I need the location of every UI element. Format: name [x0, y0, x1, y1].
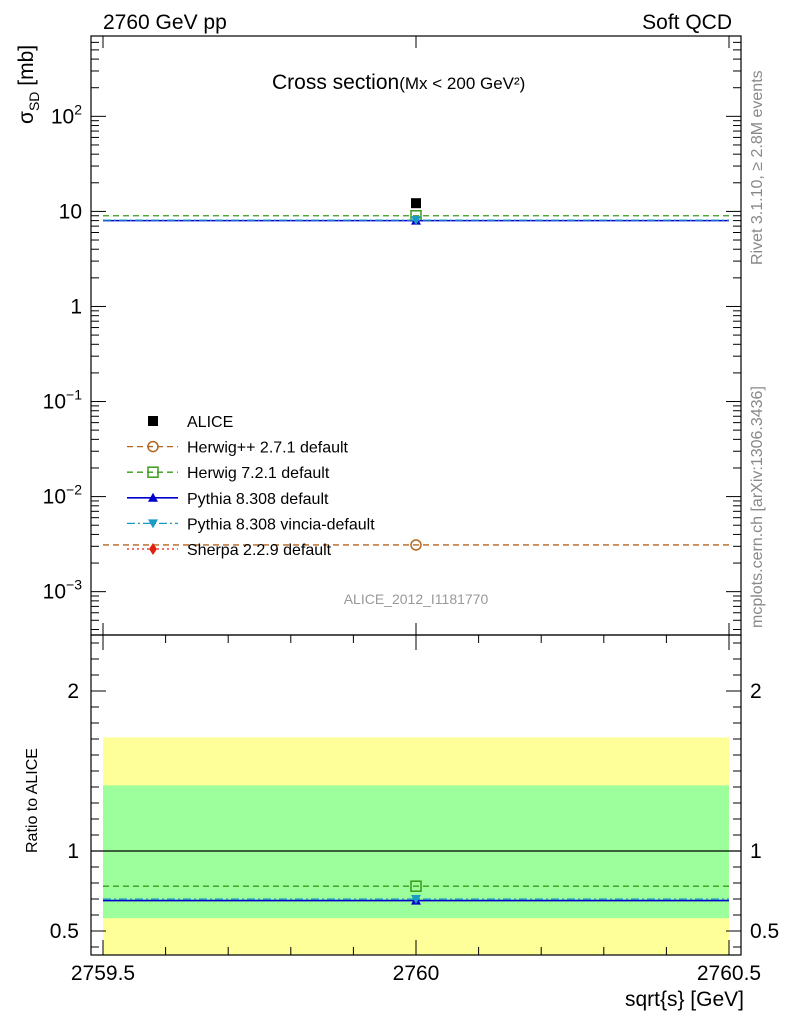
- legend-marker-0: [148, 416, 158, 426]
- main-ylabel-unit: [mb]: [15, 45, 38, 92]
- main-ylabel: σSD [mb]: [15, 45, 42, 124]
- legend-marker-3: [148, 492, 158, 502]
- main-ytick-exponent: −2: [66, 482, 82, 498]
- ratio-point-2: [411, 895, 421, 904]
- data-point-1: [410, 539, 422, 551]
- x-axis-label: sqrt{s} [GeV]: [625, 988, 744, 1011]
- main-panel-data: [103, 198, 729, 551]
- legend-label-1: Herwig++ 2.7.1 default: [187, 440, 349, 457]
- legend-marker-1: [147, 440, 159, 453]
- main-ytick-label-2: 1: [70, 295, 82, 318]
- legend-label-5: Sherpa 2.2.9 default: [187, 542, 332, 559]
- ratio-point-0: [410, 880, 422, 892]
- mcplots-label: mcplots.cern.ch [arXiv:1306.3436]: [749, 386, 766, 628]
- main-ytick-base: 10: [43, 581, 66, 604]
- main-ytick-exponent: −1: [66, 387, 82, 403]
- header-right: Soft QCD: [642, 11, 732, 34]
- main-ytick-base: 1: [70, 295, 82, 318]
- ratio-ytick-label-right-1: 1: [750, 840, 762, 863]
- main-ylabel-symbol: σ: [15, 111, 38, 124]
- legend-marker-2: [147, 466, 159, 478]
- ratio-ytick-label-left-0: 0.5: [50, 920, 79, 943]
- legend-label-4: Pythia 8.308 vincia-default: [187, 516, 375, 533]
- main-ytick-label-4: 10−2: [43, 482, 83, 509]
- header-left: 2760 GeV pp: [103, 11, 227, 34]
- main-ytick-base: 10: [51, 105, 74, 128]
- main-ytick-exponent: 2: [74, 101, 82, 117]
- main-title: Cross section(Mx < 200 GeV²): [272, 71, 525, 94]
- main-ytick-label-5: 10−3: [43, 577, 83, 604]
- main-ytick-base: 10: [43, 391, 66, 414]
- ratio-ytick-label-left-1: 1: [67, 840, 79, 863]
- legend: ALICE Herwig++ 2.7.1 default Herwig 7.2.1 …: [127, 414, 375, 559]
- main-ytick-label-0: 102: [51, 101, 82, 128]
- ratio-panel-axes: 0.5 0.5 1 1 2 2 2759.5 2760 2760.5: [50, 634, 779, 985]
- x-tick-label-2: 2760.5: [697, 962, 761, 985]
- main-ytick-label-1: 10: [59, 200, 82, 223]
- main-ylabel-subscript: SD: [26, 92, 42, 111]
- ratio-ytick-label-right-0: 0.5: [750, 920, 779, 943]
- legend-label-0: ALICE: [187, 414, 233, 431]
- legend-label-2: Herwig 7.2.1 default: [187, 465, 330, 482]
- legend-label-3: Pythia 8.308 default: [187, 491, 329, 508]
- x-tick-label-1: 2760: [393, 962, 440, 985]
- data-point-0: [411, 198, 421, 209]
- main-ytick-base: 10: [43, 486, 66, 509]
- main-ytick-exponent: −3: [66, 577, 82, 593]
- ratio-ylabel: Ratio to ALICE: [24, 748, 41, 853]
- ratio-panel-data: [91, 737, 741, 955]
- legend-marker-4: [148, 519, 158, 529]
- main-title-text: Cross section: [272, 71, 399, 94]
- main-ytick-label-3: 10−1: [43, 387, 83, 414]
- rivet-label: Rivet 3.1.10, ≥ 2.8M events: [749, 70, 766, 265]
- ratio-ytick-label-left-2: 2: [67, 680, 79, 703]
- x-tick-label-0: 2759.5: [71, 962, 135, 985]
- legend-marker-5: [149, 543, 157, 555]
- data-point-4: [411, 216, 421, 226]
- main-title-suffix: (Mx < 200 GeV²): [399, 74, 525, 93]
- analysis-watermark: ALICE_2012_I1181770: [344, 591, 489, 607]
- ratio-ytick-label-right-2: 2: [750, 680, 762, 703]
- main-ytick-base: 10: [59, 200, 82, 223]
